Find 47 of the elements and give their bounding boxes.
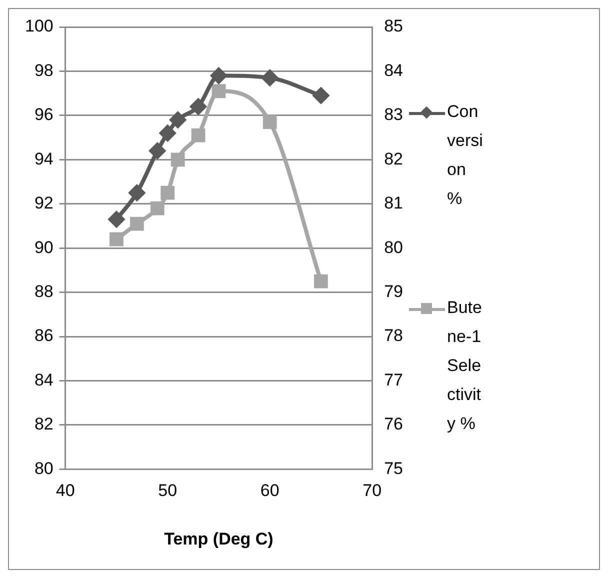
y-tick-label: 84: [34, 370, 54, 390]
x-axis-title: Temp (Deg C): [164, 529, 274, 548]
x-tick-label: 60: [260, 481, 280, 500]
point: [312, 88, 329, 104]
y2-tick-label: 78: [384, 326, 404, 346]
y2-tick-label: 81: [384, 194, 404, 213]
legend-label: Conversion %: [447, 101, 483, 210]
point: [149, 142, 166, 159]
y-tick-label: 82: [34, 414, 54, 434]
point: [170, 112, 186, 128]
point: [128, 184, 145, 201]
y-tick-label: 80: [34, 458, 54, 478]
y2-tick-label: 83: [384, 105, 404, 124]
y-tick-label: 96: [34, 105, 54, 124]
x-tick-label: 50: [158, 481, 178, 500]
y-tick-label: 90: [34, 238, 54, 257]
point: [314, 274, 328, 288]
x-tick-label: 70: [362, 481, 382, 500]
point: [191, 128, 206, 142]
point: [160, 125, 176, 142]
point: [190, 98, 206, 115]
y2-tick-label: 79: [384, 282, 404, 302]
y2-tick-label: 77: [384, 370, 404, 390]
point: [130, 216, 144, 231]
point: [108, 211, 124, 228]
point: [150, 201, 164, 216]
y-tick-label: 92: [34, 194, 54, 213]
x-tick-label: 40: [56, 481, 75, 500]
point: [212, 84, 226, 98]
y2-tick-label: 75: [384, 458, 404, 478]
y2-tick-label: 80: [384, 238, 404, 257]
point: [170, 152, 185, 167]
point: [110, 232, 124, 246]
point: [160, 186, 175, 200]
point: [262, 70, 278, 86]
legend-label: Butene-1 Selectivity %: [447, 297, 483, 435]
y-tick-label: 86: [34, 326, 54, 346]
y2-tick-label: 85: [384, 16, 404, 36]
point: [210, 68, 227, 84]
point: [262, 115, 277, 130]
y2-tick-label: 84: [384, 60, 404, 80]
y2-tick-label: 82: [384, 149, 404, 168]
y-tick-label: 100: [24, 16, 54, 36]
y-tick-label: 88: [34, 282, 54, 302]
y-tick-label: 98: [34, 60, 54, 80]
y2-tick-label: 76: [384, 414, 404, 434]
y-tick-label: 94: [34, 149, 54, 168]
